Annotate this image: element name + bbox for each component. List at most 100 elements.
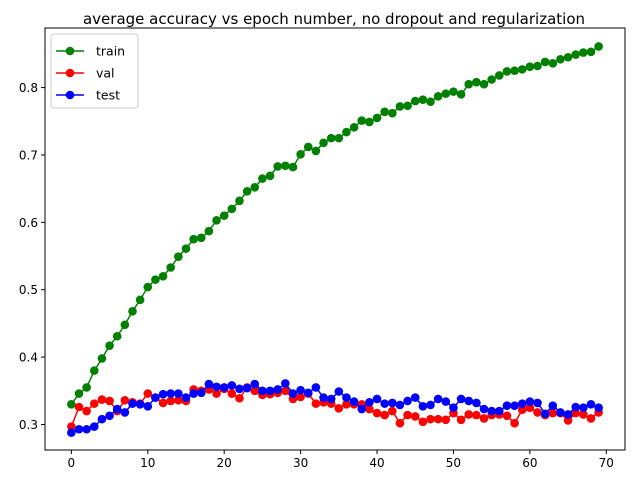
data-point-val bbox=[250, 386, 260, 396]
data-point-train bbox=[372, 113, 382, 123]
legend-item-val: val bbox=[56, 66, 115, 81]
legend-label: test bbox=[96, 88, 120, 103]
data-point-train bbox=[441, 89, 451, 98]
data-point-test bbox=[479, 404, 489, 414]
x-tick-label: 60 bbox=[522, 456, 537, 470]
data-point-test bbox=[334, 387, 344, 396]
data-point-val bbox=[410, 412, 420, 421]
data-point-test bbox=[311, 383, 321, 392]
data-point-val bbox=[525, 403, 535, 412]
data-point-val bbox=[74, 402, 84, 412]
data-point-test bbox=[196, 388, 206, 398]
series-train bbox=[67, 42, 603, 409]
data-point-train bbox=[540, 57, 550, 67]
data-point-train bbox=[89, 366, 99, 375]
data-point-test bbox=[158, 389, 168, 399]
data-point-test bbox=[265, 386, 275, 396]
data-point-train bbox=[242, 187, 252, 196]
y-tick-label: 0.7 bbox=[19, 148, 38, 162]
data-point-val bbox=[212, 389, 221, 398]
data-point-test bbox=[510, 401, 519, 410]
data-point-test bbox=[540, 409, 550, 419]
series-test bbox=[67, 379, 603, 437]
data-point-train bbox=[227, 204, 237, 214]
data-point-val bbox=[388, 406, 397, 416]
data-point-train bbox=[296, 149, 305, 159]
data-point-train bbox=[174, 252, 183, 262]
data-point-test bbox=[135, 400, 145, 409]
data-point-test bbox=[403, 396, 412, 406]
legend-marker bbox=[65, 46, 75, 56]
data-point-test bbox=[433, 394, 443, 404]
data-point-test bbox=[365, 397, 374, 407]
data-point-val bbox=[281, 386, 290, 396]
data-point-val bbox=[334, 404, 344, 413]
data-point-test bbox=[97, 414, 107, 424]
data-point-train bbox=[158, 271, 168, 281]
axes-frame bbox=[44, 27, 626, 451]
data-point-train bbox=[349, 123, 359, 132]
data-point-train bbox=[449, 87, 458, 96]
data-point-train bbox=[151, 275, 160, 284]
data-point-val bbox=[227, 389, 237, 398]
data-point-train bbox=[464, 79, 474, 89]
data-point-train bbox=[517, 65, 527, 74]
data-point-test bbox=[556, 408, 565, 417]
y-axis: 0.3 0.4 0.5 0.6 0.7 0.8 bbox=[19, 81, 45, 432]
data-point-test bbox=[174, 389, 183, 398]
data-point-test bbox=[89, 422, 99, 431]
data-point-val bbox=[89, 399, 99, 408]
data-point-train bbox=[311, 146, 321, 156]
data-point-train bbox=[273, 162, 282, 171]
data-point-test bbox=[426, 400, 435, 410]
plot-area bbox=[67, 42, 603, 437]
legend-item-test: test bbox=[56, 88, 120, 103]
data-point-val bbox=[502, 411, 512, 421]
y-tick-label: 0.5 bbox=[19, 283, 38, 297]
data-point-train bbox=[594, 42, 603, 51]
data-point-train bbox=[495, 71, 504, 80]
data-point-train bbox=[143, 282, 153, 292]
data-point-test bbox=[357, 404, 367, 414]
data-point-test bbox=[372, 394, 382, 404]
data-point-test bbox=[586, 400, 596, 409]
data-point-test bbox=[181, 393, 191, 402]
data-point-test bbox=[204, 379, 214, 389]
data-point-test bbox=[571, 402, 581, 412]
data-point-train bbox=[120, 320, 130, 330]
data-point-val bbox=[426, 414, 435, 424]
data-point-test bbox=[227, 381, 237, 390]
data-point-val bbox=[579, 410, 588, 419]
data-point-val bbox=[510, 418, 519, 428]
data-point-val bbox=[342, 400, 351, 409]
data-point-val bbox=[105, 396, 114, 406]
data-point-val bbox=[395, 418, 405, 428]
y-tick-label: 0.3 bbox=[19, 418, 38, 432]
data-point-train bbox=[112, 331, 122, 341]
data-point-test bbox=[464, 396, 474, 406]
data-point-test bbox=[502, 401, 512, 410]
data-point-test bbox=[579, 403, 588, 412]
data-point-test bbox=[449, 403, 458, 412]
data-point-val bbox=[82, 406, 91, 416]
data-point-train bbox=[135, 295, 145, 305]
data-point-test bbox=[166, 389, 175, 398]
data-point-train bbox=[334, 133, 344, 143]
data-point-val bbox=[533, 408, 542, 417]
data-point-test bbox=[487, 406, 496, 416]
data-point-test bbox=[410, 393, 420, 402]
data-point-test bbox=[319, 393, 328, 402]
data-point-test bbox=[258, 386, 267, 396]
data-point-test bbox=[517, 399, 527, 408]
data-point-val bbox=[120, 395, 130, 405]
data-point-train bbox=[426, 97, 435, 107]
data-point-train bbox=[74, 389, 84, 398]
x-tick-label: 70 bbox=[599, 456, 614, 470]
data-point-train bbox=[258, 174, 267, 183]
data-point-val bbox=[586, 414, 596, 423]
data-point-train bbox=[326, 133, 336, 143]
data-point-test bbox=[273, 385, 282, 394]
data-point-test bbox=[525, 397, 535, 406]
data-point-test bbox=[441, 397, 451, 406]
